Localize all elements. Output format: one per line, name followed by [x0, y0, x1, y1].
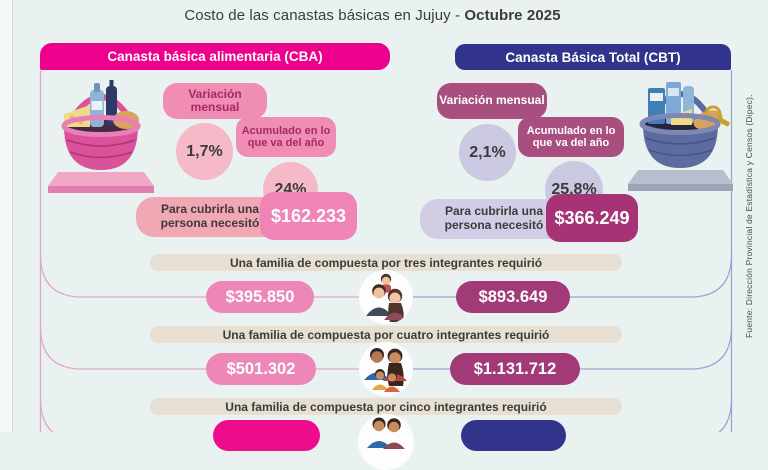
cba-person-label-text: Para cubrirla una persona necesitó [160, 202, 260, 230]
family-five-header: Una familia de compuesta por cinco integ… [150, 398, 622, 415]
source-note: Fuente: Dirección Provincial de Estadíst… [744, 94, 754, 338]
family-four-illustration [359, 342, 413, 396]
cbt-variation-label: Variación mensual [437, 83, 547, 119]
family-five-cba-value [213, 420, 320, 451]
cbt-person-label-text: Para cubrirla una persona necesitó [444, 204, 544, 232]
family-five-cbt-value [461, 420, 566, 451]
family-three-cbt-value: $893.649 [456, 281, 570, 313]
cba-variation-value: 1,7% [176, 123, 233, 180]
family-four-cba-value: $501.302 [206, 353, 316, 385]
cbt-person-value: $366.249 [546, 194, 638, 242]
cba-basket-illustration [48, 80, 154, 193]
page-title: Costo de las canastas básicas en Jujuy -… [0, 7, 745, 24]
family-three-header: Una familia de compuesta por tres integr… [150, 254, 622, 271]
cbt-variation-value: 2,1% [459, 124, 516, 181]
cba-accumulated-label: Acumulado en lo que va del año [236, 117, 336, 157]
family-three-illustration [359, 270, 413, 324]
page-title-text: Costo de las canastas básicas en Jujuy - [184, 7, 465, 24]
cbt-header: Canasta Básica Total (CBT) [455, 44, 731, 70]
page-left-margin [0, 0, 13, 432]
cba-header: Canasta básica alimentaria (CBA) [40, 43, 390, 70]
cbt-accumulated-label: Acumulado en lo que va del año [518, 117, 624, 157]
family-four-header: Una familia de compuesta por cuatro inte… [150, 326, 622, 343]
family-three-cba-value: $395.850 [206, 281, 314, 313]
cbt-basket-illustration [628, 82, 733, 191]
page-title-period: Octubre 2025 [464, 7, 561, 24]
family-five-illustration [358, 414, 414, 470]
cba-variation-label: Variación mensual [163, 83, 267, 119]
family-four-cbt-value: $1.131.712 [450, 353, 580, 385]
bracket-connector-lines [39, 70, 733, 432]
cba-person-value: $162.233 [260, 192, 357, 240]
